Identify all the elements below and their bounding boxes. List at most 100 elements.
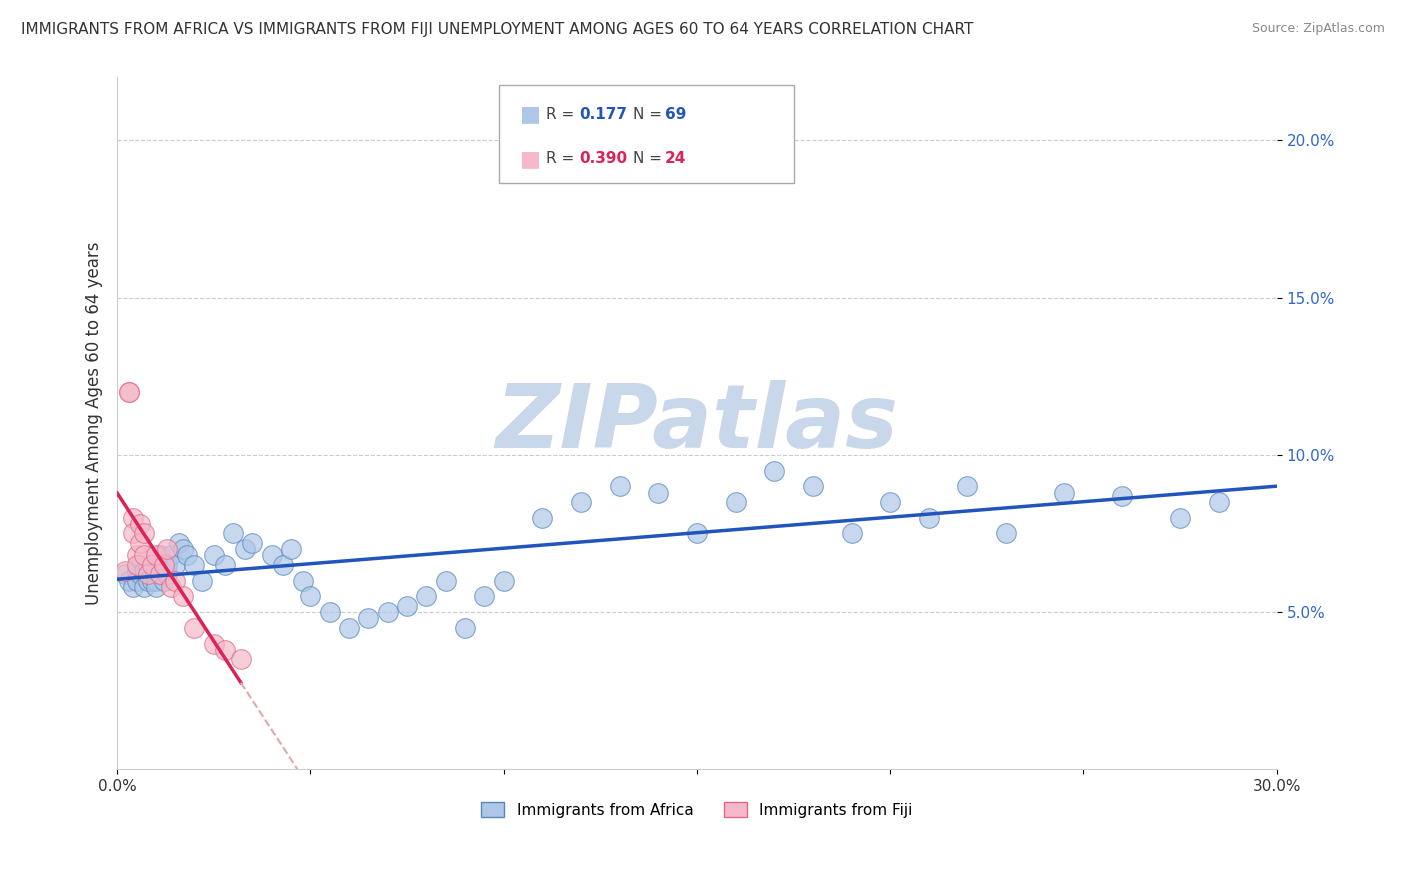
Point xyxy=(165,574,187,588)
Point xyxy=(492,574,515,588)
Point xyxy=(918,510,941,524)
Point xyxy=(183,621,205,635)
Point xyxy=(141,574,163,588)
Point xyxy=(531,510,554,524)
Point xyxy=(134,526,156,541)
Legend: Immigrants from Africa, Immigrants from Fiji: Immigrants from Africa, Immigrants from … xyxy=(475,796,918,824)
Point xyxy=(152,558,174,572)
Point xyxy=(214,558,236,572)
Point xyxy=(956,479,979,493)
Point xyxy=(454,621,477,635)
Point xyxy=(202,636,225,650)
Text: IMMIGRANTS FROM AFRICA VS IMMIGRANTS FROM FIJI UNEMPLOYMENT AMONG AGES 60 TO 64 : IMMIGRANTS FROM AFRICA VS IMMIGRANTS FRO… xyxy=(21,22,973,37)
Text: ■: ■ xyxy=(520,149,541,169)
Point xyxy=(165,558,187,572)
Text: N =: N = xyxy=(633,107,666,121)
Point xyxy=(136,567,159,582)
Point xyxy=(569,495,592,509)
Point xyxy=(160,580,183,594)
Point xyxy=(377,605,399,619)
Point xyxy=(167,536,190,550)
Point xyxy=(176,549,198,563)
Point xyxy=(145,549,167,563)
Point xyxy=(299,590,322,604)
Text: R =: R = xyxy=(546,152,579,166)
Point xyxy=(125,574,148,588)
Point xyxy=(357,611,380,625)
Point xyxy=(136,574,159,588)
Point xyxy=(114,564,136,578)
Point xyxy=(114,567,136,582)
Point xyxy=(160,549,183,563)
Point xyxy=(145,580,167,594)
Point xyxy=(879,495,901,509)
Point xyxy=(1208,495,1230,509)
Point xyxy=(319,605,342,619)
Point xyxy=(118,384,141,399)
Point xyxy=(149,567,172,582)
Point xyxy=(129,558,152,572)
Point xyxy=(260,549,283,563)
Point xyxy=(129,516,152,531)
Point xyxy=(222,526,245,541)
Text: N =: N = xyxy=(633,152,666,166)
Point xyxy=(134,564,156,578)
Point xyxy=(191,574,214,588)
Point xyxy=(183,558,205,572)
Point xyxy=(134,580,156,594)
Point xyxy=(242,536,264,550)
Point xyxy=(121,580,143,594)
Point xyxy=(129,567,152,582)
Point xyxy=(129,536,152,550)
Y-axis label: Unemployment Among Ages 60 to 64 years: Unemployment Among Ages 60 to 64 years xyxy=(86,242,103,605)
Point xyxy=(118,574,141,588)
Point xyxy=(156,542,179,557)
Text: Source: ZipAtlas.com: Source: ZipAtlas.com xyxy=(1251,22,1385,36)
Point xyxy=(841,526,863,541)
Point xyxy=(149,558,172,572)
Point xyxy=(724,495,747,509)
Point xyxy=(801,479,824,493)
Text: ZIPatlas: ZIPatlas xyxy=(495,380,898,467)
Point xyxy=(291,574,314,588)
Point xyxy=(136,558,159,572)
Point xyxy=(125,549,148,563)
Point xyxy=(280,542,302,557)
Point xyxy=(273,558,295,572)
Point xyxy=(172,590,194,604)
Point xyxy=(145,574,167,588)
Point xyxy=(214,642,236,657)
Point xyxy=(1053,485,1076,500)
Point xyxy=(1168,510,1191,524)
Point xyxy=(647,485,669,500)
Point xyxy=(202,549,225,563)
Point xyxy=(172,542,194,557)
Point xyxy=(229,652,252,666)
Point xyxy=(156,567,179,582)
Point xyxy=(141,567,163,582)
Text: 69: 69 xyxy=(665,107,686,121)
Point xyxy=(118,384,141,399)
Point xyxy=(141,558,163,572)
Point xyxy=(1111,489,1133,503)
Point xyxy=(152,574,174,588)
Point xyxy=(125,558,148,572)
Text: 0.177: 0.177 xyxy=(579,107,627,121)
Point xyxy=(609,479,631,493)
Point xyxy=(141,558,163,572)
Point xyxy=(121,526,143,541)
Text: ■: ■ xyxy=(520,104,541,124)
Point xyxy=(149,567,172,582)
Point xyxy=(156,558,179,572)
Point xyxy=(337,621,360,635)
Point xyxy=(686,526,709,541)
Point xyxy=(145,564,167,578)
Point xyxy=(134,549,156,563)
Text: 24: 24 xyxy=(665,152,686,166)
Point xyxy=(152,564,174,578)
Point xyxy=(396,599,419,613)
Point xyxy=(233,542,256,557)
Point xyxy=(995,526,1018,541)
Point xyxy=(149,549,172,563)
Text: R =: R = xyxy=(546,107,579,121)
